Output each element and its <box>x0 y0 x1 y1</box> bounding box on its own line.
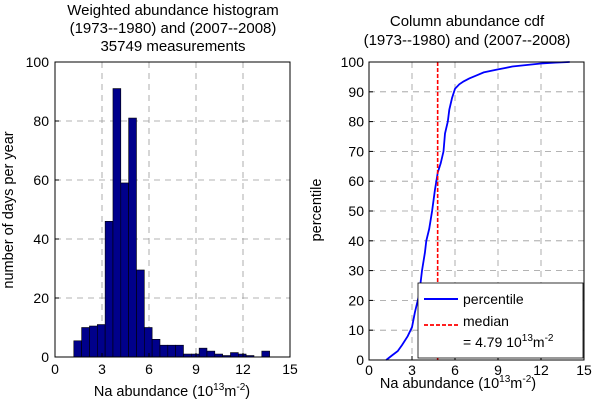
histogram-x-tick-label: 15 <box>282 361 298 377</box>
cdf-x-tick-label: 6 <box>451 362 459 378</box>
cdf-y-tick-label: 0 <box>356 352 364 368</box>
cdf-x-tick-label: 15 <box>576 362 592 378</box>
histogram-bar <box>81 327 90 358</box>
cdf-y-tick-label: 50 <box>348 203 364 219</box>
histogram-x-tick-label: 6 <box>145 361 153 377</box>
histogram-y-tick-label: 80 <box>33 113 49 129</box>
histogram-bar <box>198 347 208 358</box>
histogram-bars <box>73 88 270 358</box>
histogram-x-axis-label: Na abundance (1013m-2) <box>94 382 250 400</box>
cdf-y-tick-label: 30 <box>348 263 364 279</box>
cdf-grid <box>369 62 584 360</box>
histogram-bar <box>120 182 129 358</box>
histogram-bar <box>97 324 106 358</box>
histogram-y-tick-label: 60 <box>33 172 49 188</box>
cdf-x-tick-label: 3 <box>408 362 416 378</box>
cdf-legend: percentile median = 4.79 1013m-2 <box>417 282 584 359</box>
histogram-title-line-3: 35749 measurements <box>100 38 245 55</box>
legend-median-label: median <box>463 313 509 329</box>
histogram-y-tick-label: 20 <box>33 290 49 306</box>
histogram-y-axis-label: number of days per year <box>1 131 17 288</box>
histogram-bar <box>230 352 239 358</box>
legend-percentile-label: percentile <box>463 291 524 307</box>
histogram-bar <box>206 350 216 358</box>
histogram-x-tick-label: 9 <box>192 361 200 377</box>
histogram-bar <box>159 344 169 358</box>
cdf-percentile-line <box>385 61 570 361</box>
histogram-grid <box>55 62 290 357</box>
histogram-bar <box>89 325 98 358</box>
legend-box <box>417 282 584 359</box>
histogram-y-tick-label: 40 <box>33 231 49 247</box>
histogram-bar <box>73 340 82 358</box>
cdf-y-tick-label: 10 <box>348 322 364 338</box>
histogram-bar <box>128 117 137 358</box>
cdf-y-tick-label: 70 <box>348 143 364 159</box>
cdf-x-axis-label: Na abundance (1013m-2) <box>380 374 536 392</box>
histogram-title-line-2: (1973--1980) and (2007--2008) <box>70 20 277 37</box>
cdf-y-axis-label: percentile <box>309 179 325 242</box>
histogram-bar <box>175 344 184 358</box>
histogram-bar <box>261 350 270 358</box>
histogram-x-tick-label: 12 <box>235 361 251 377</box>
histogram-x-tick-label: 0 <box>51 361 59 377</box>
histogram-bar <box>112 88 122 358</box>
cdf-y-tick-label: 80 <box>348 114 364 130</box>
histogram-y-tick-label: 0 <box>41 349 49 365</box>
histogram-ticks: 0 3 6 9 12 15 0 20 40 60 80 100 <box>26 54 298 377</box>
histogram-panel: Weighted abundance histogram (1973--1980… <box>1 2 298 400</box>
cdf-y-tick-label: 100 <box>341 54 365 70</box>
cdf-y-tick-label: 60 <box>348 173 364 189</box>
cdf-title-line-2: (1973--1980) and (2007--2008) <box>364 32 571 49</box>
histogram-plot-frame <box>54 61 291 358</box>
cdf-ticks: 0 3 6 9 12 15 0 10 20 30 40 50 60 70 80 90 100 <box>341 54 592 378</box>
cdf-panel: Column abundance cdf (1973--1980) and (2… <box>309 13 592 392</box>
histogram-bar <box>144 327 153 358</box>
histogram-x-tick-label: 3 <box>98 361 106 377</box>
cdf-y-tick-label: 90 <box>348 84 364 100</box>
cdf-x-tick-label: 0 <box>365 362 373 378</box>
histogram-y-tick-label: 100 <box>26 54 50 70</box>
cdf-y-tick-label: 20 <box>348 292 364 308</box>
cdf-x-tick-label: 12 <box>533 362 549 378</box>
cdf-title-line-1: Column abundance cdf <box>390 13 545 30</box>
histogram-title-line-1: Weighted abundance histogram <box>67 2 279 19</box>
cdf-x-tick-label: 9 <box>494 362 502 378</box>
legend-median-value: = 4.79 1013m-2 <box>463 333 554 350</box>
histogram-bar <box>151 338 161 358</box>
histogram-bar <box>136 269 145 358</box>
histogram-bar <box>167 344 176 358</box>
histogram-bar <box>104 221 114 358</box>
cdf-y-tick-label: 40 <box>348 233 364 249</box>
